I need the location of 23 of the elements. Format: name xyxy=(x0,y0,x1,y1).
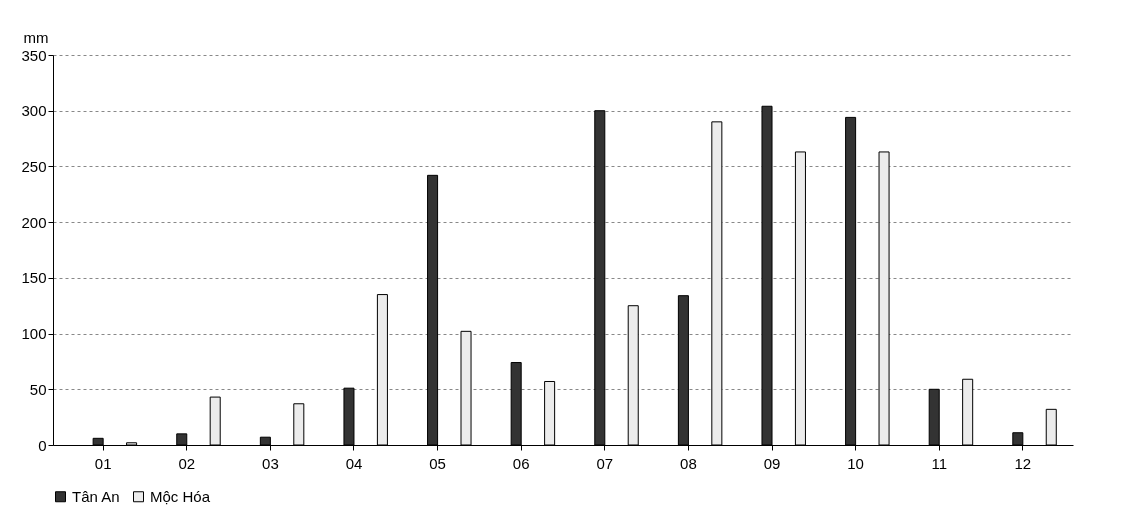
x-tick-label: 11 xyxy=(931,454,948,472)
y-tick-label: 300 xyxy=(21,102,47,120)
x-tick-label: 10 xyxy=(847,454,864,472)
x-tick-label: 06 xyxy=(512,454,530,472)
y-tick-label: 100 xyxy=(21,325,47,343)
y-axis-title: mm xyxy=(23,28,49,46)
x-tick-label: 03 xyxy=(262,454,279,472)
y-tick-label: 350 xyxy=(21,46,47,64)
y-tick-label: 150 xyxy=(21,269,47,287)
y-tick-label: 50 xyxy=(29,380,47,398)
x-tick-label: 05 xyxy=(429,454,446,472)
x-tick-label: 01 xyxy=(94,454,112,472)
x-tick-label: 12 xyxy=(1014,454,1032,472)
legend-label: Mộc Hóa xyxy=(150,487,211,505)
x-tick-label: 07 xyxy=(596,454,614,472)
x-tick-label: 02 xyxy=(178,454,196,472)
x-tick-label: 08 xyxy=(680,454,697,472)
y-tick-label: 200 xyxy=(21,213,47,231)
y-tick-label: 0 xyxy=(38,436,47,454)
x-tick-label: 09 xyxy=(763,454,781,472)
x-tick-label: 04 xyxy=(345,454,363,472)
y-tick-label: 250 xyxy=(21,157,47,175)
legend-label: Tân An xyxy=(72,487,120,505)
